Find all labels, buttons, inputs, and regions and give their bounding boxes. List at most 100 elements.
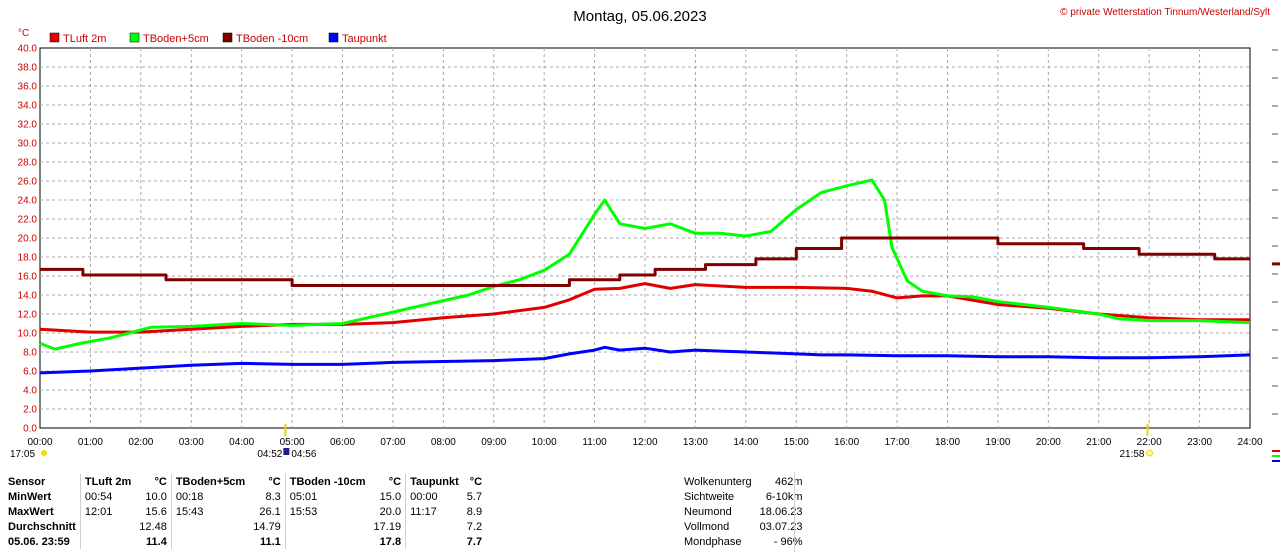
stats-cell: 12:01	[79, 504, 136, 519]
stats-header: Sensor	[8, 475, 46, 488]
info-table: Wolkenunterg 462m Sichtweite 6-10km Neum…	[680, 474, 807, 549]
x-tick-label: 24:00	[1237, 437, 1262, 448]
x-tick-label: 22:00	[1137, 437, 1162, 448]
x-tick-label: 07:00	[380, 437, 405, 448]
stats-cell: 00:18	[170, 489, 250, 504]
x-tick-label: 15:00	[784, 437, 809, 448]
x-tick-label: 20:00	[1036, 437, 1061, 448]
x-tick-label: 05:00	[280, 437, 305, 448]
right-edge-markers	[1272, 49, 1280, 462]
stats-cell: 12.48	[139, 520, 167, 533]
legend-swatch	[129, 32, 140, 43]
y-unit-label: °C	[18, 28, 29, 39]
info-divider	[794, 472, 795, 552]
stats-header: °C	[388, 475, 402, 488]
legend-swatch	[328, 32, 339, 43]
copyright-text: © private Wetterstation Tinnum/Westerlan…	[1060, 7, 1270, 18]
stats-cell: 11.4	[146, 535, 167, 548]
sunset-label: 21:58	[1119, 449, 1144, 460]
stats-row-label: MinWert	[8, 490, 52, 503]
info-label: Neumond	[684, 505, 732, 518]
info-label: Sichtweite	[684, 490, 735, 503]
stats-row-average: Durchschnitt 12.48 14.79 17.19 7.2	[4, 519, 486, 534]
y-tick-label: 12.0	[18, 310, 38, 321]
info-row: Mondphase - 96%	[680, 534, 807, 549]
y-tick-label: 22.0	[18, 215, 38, 226]
x-tick-label: 00:00	[27, 437, 52, 448]
legend-label: TLuft 2m	[63, 33, 106, 45]
stats-cell	[284, 534, 370, 549]
y-tick-label: 20.0	[18, 234, 38, 245]
stats-header: °C	[154, 475, 167, 488]
stats-row-max: MaxWert 12:01 15.6 15:43 26.1 15:53 20.0…	[4, 504, 486, 519]
y-tick-label: 30.0	[18, 139, 38, 150]
x-tick-label: 18:00	[935, 437, 960, 448]
stats-row-label: MaxWert	[8, 505, 54, 518]
y-tick-label: 26.0	[18, 177, 38, 188]
info-value: 03.07.23	[759, 520, 803, 533]
y-tick-label: 2.0	[23, 405, 37, 416]
y-tick-label: 14.0	[18, 291, 38, 302]
stats-header: Taupunkt	[405, 474, 463, 489]
y-tick-label: 0.0	[23, 424, 37, 435]
stats-cell: 26.1	[259, 505, 281, 518]
series-group	[39, 178, 1251, 375]
stats-cell	[79, 519, 136, 534]
stats-cell	[170, 519, 250, 534]
stats-cell	[170, 534, 250, 549]
info-row: Vollmond 03.07.23	[680, 519, 807, 534]
info-label: Vollmond	[684, 520, 730, 533]
legend-label: Taupunkt	[342, 33, 387, 45]
series-line	[39, 345, 1251, 375]
info-value: 462m	[774, 475, 803, 488]
y-tick-label: 6.0	[23, 367, 37, 378]
info-value: 6-10km	[765, 490, 803, 503]
stats-cell: 15:53	[284, 504, 370, 519]
stats-cell: 15:43	[170, 504, 250, 519]
y-tick-label: 28.0	[18, 158, 38, 169]
y-tick-label: 38.0	[18, 63, 38, 74]
grid	[40, 48, 1250, 428]
x-tick-label: 19:00	[985, 437, 1010, 448]
y-tick-label: 24.0	[18, 196, 38, 207]
stats-header: TBoden -10cm	[284, 474, 370, 489]
y-axis: 0.0 2.0 4.0 6.0 8.0 10.0 12.0 14.0 16.0 18.0 20.0 2…	[18, 44, 38, 435]
info-label: Wolkenunterg	[684, 475, 752, 488]
y-tick-label: 40.0	[18, 44, 38, 55]
stats-header-row: Sensor TLuft 2m °C TBoden+5cm °C TBoden …	[4, 474, 486, 489]
x-tick-label: 10:00	[532, 437, 557, 448]
info-row: Sichtweite 6-10km	[680, 489, 807, 504]
stats-header: °C	[469, 475, 483, 488]
x-tick-label: 01:00	[78, 437, 103, 448]
y-tick-label: 34.0	[18, 101, 38, 112]
x-tick-label: 11:00	[582, 437, 607, 448]
info-row: Wolkenunterg 462m	[680, 474, 807, 489]
sunrise-label: 04:56	[291, 449, 316, 460]
stats-header: TLuft 2m	[79, 474, 136, 489]
stats-row-min: MinWert 00:54 10.0 00:18 8.3 05:01 15.0 …	[4, 489, 486, 504]
stats-cell: 8.9	[466, 505, 483, 518]
stats-cell	[405, 519, 463, 534]
info-value: 18.06.23	[759, 505, 803, 518]
x-tick-label: 16:00	[834, 437, 859, 448]
legend-label: TBoden+5cm	[143, 33, 209, 45]
y-tick-label: 32.0	[18, 120, 38, 131]
stats-row-label: Durchschnitt	[8, 520, 76, 533]
y-tick-label: 4.0	[23, 386, 37, 397]
stats-header: °C	[268, 475, 281, 488]
x-tick-label: 12:00	[632, 437, 657, 448]
stats-cell: 20.0	[379, 505, 402, 518]
stats-cell: 11.1	[259, 535, 281, 548]
stats-cell: 00:54	[79, 489, 136, 504]
x-tick-label: 02:00	[128, 437, 153, 448]
series-line	[40, 236, 1250, 287]
legend-swatch	[49, 32, 60, 43]
stats-cell: 10.0	[145, 490, 167, 503]
stats-cell: 5.7	[466, 490, 483, 503]
stats-cell: 17.8	[379, 535, 402, 548]
stats-cell: 17.19	[373, 520, 402, 533]
x-axis: 00:00 01:00 02:00 03:00 04:00 05:00 06:00 07:00…	[27, 437, 1262, 448]
stats-cell: 15.0	[379, 490, 402, 503]
sun-icon	[41, 450, 47, 456]
